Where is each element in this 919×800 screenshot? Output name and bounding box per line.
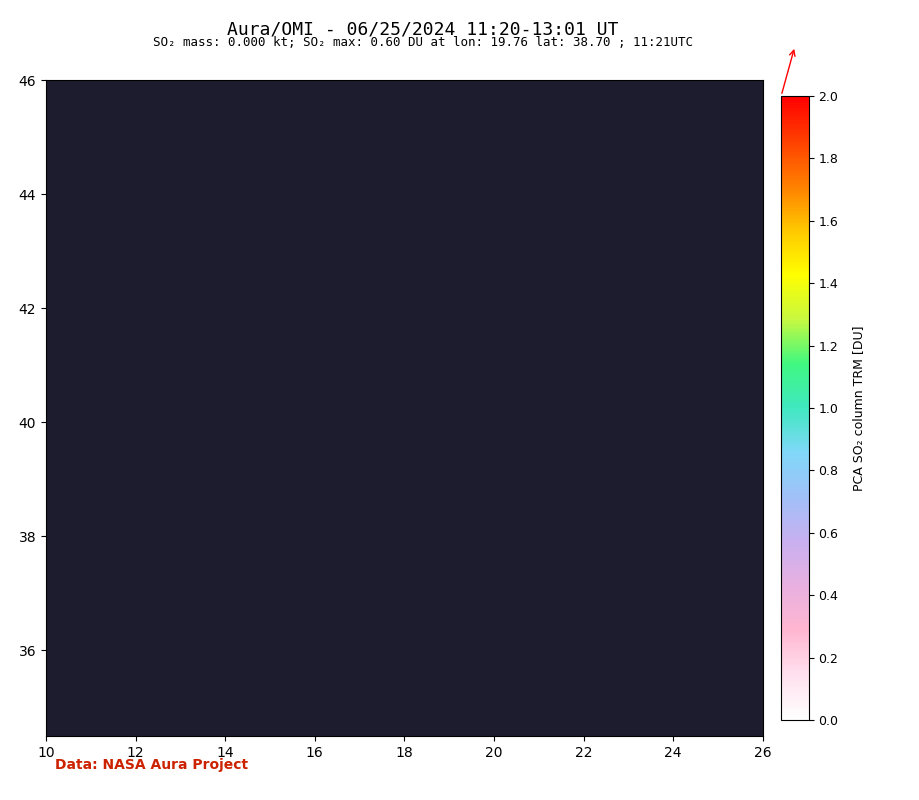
Text: Data: NASA Aura Project: Data: NASA Aura Project bbox=[55, 758, 248, 772]
Y-axis label: PCA SO₂ column TRM [DU]: PCA SO₂ column TRM [DU] bbox=[852, 326, 866, 490]
Text: SO₂ mass: 0.000 kt; SO₂ max: 0.60 DU at lon: 19.76 lat: 38.70 ; 11:21UTC: SO₂ mass: 0.000 kt; SO₂ max: 0.60 DU at … bbox=[153, 36, 693, 49]
Text: Aura/OMI - 06/25/2024 11:20-13:01 UT: Aura/OMI - 06/25/2024 11:20-13:01 UT bbox=[227, 20, 618, 38]
